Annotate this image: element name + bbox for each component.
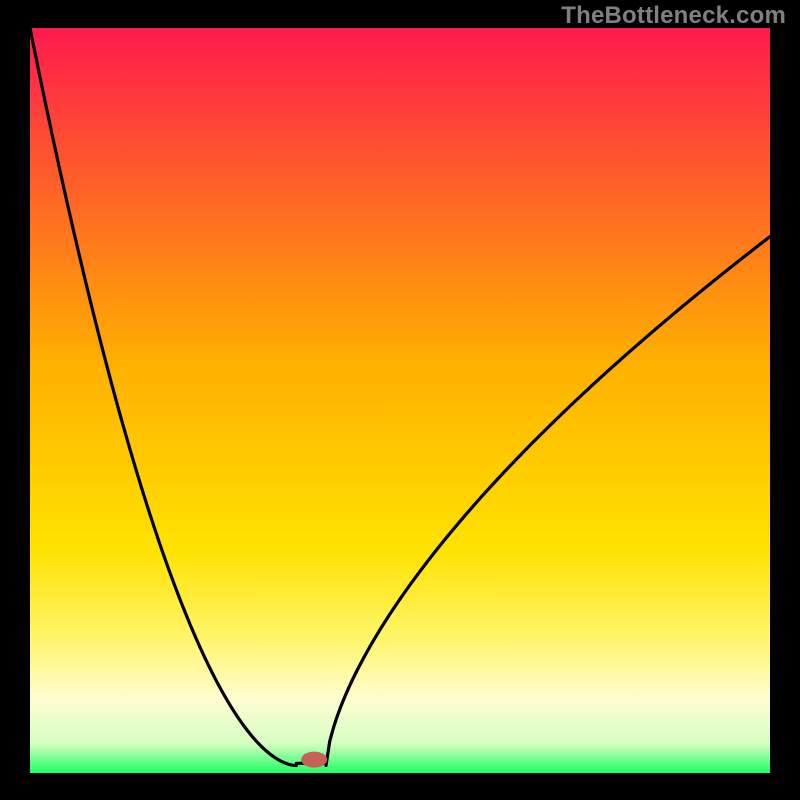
chart-container: { "canvas": { "width": 800, "height": 80…: [0, 0, 800, 800]
minimum-marker: [301, 752, 327, 768]
gradient-background: [30, 28, 770, 773]
bottleneck-chart: [0, 0, 800, 800]
